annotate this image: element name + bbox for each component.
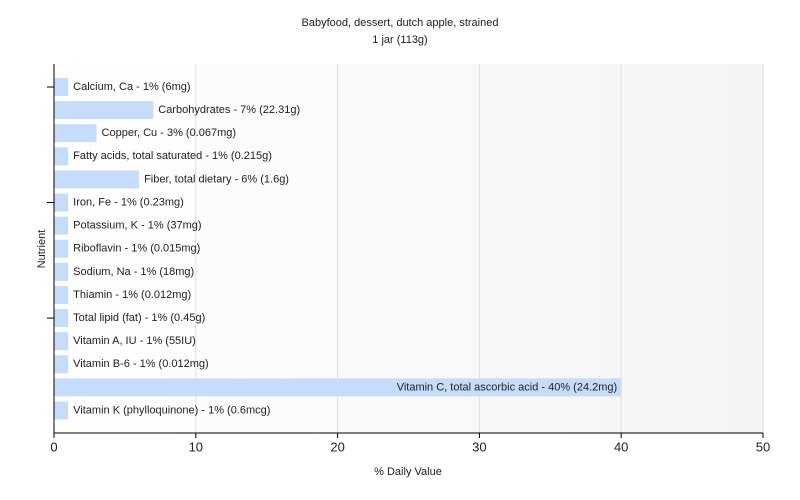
bar-label: Fatty acids, total saturated - 1% (0.215… (73, 150, 272, 162)
x-axis-label: % Daily Value (374, 466, 442, 478)
bar (54, 101, 154, 120)
bar (54, 124, 97, 143)
x-tick-label: 10 (189, 439, 203, 454)
bar (54, 332, 69, 351)
bar (54, 309, 69, 328)
y-axis-label: Nutrient (36, 230, 48, 269)
bar (54, 193, 69, 212)
bar-label: Copper, Cu - 3% (0.067mg) (102, 127, 237, 139)
x-tick-label: 0 (50, 439, 57, 454)
bar-label: Sodium, Na - 1% (18mg) (73, 266, 194, 278)
bar (54, 239, 69, 258)
bar-label: Vitamin B-6 - 1% (0.012mg) (73, 358, 209, 370)
bar (54, 285, 69, 304)
bar (54, 355, 69, 374)
bar (54, 401, 69, 420)
bar (54, 147, 69, 166)
x-tick-label: 30 (472, 439, 486, 454)
bar-label: Total lipid (fat) - 1% (0.45g) (73, 312, 205, 324)
x-tick-label: 20 (330, 439, 344, 454)
bar (54, 378, 622, 397)
bar-label: Potassium, K - 1% (37mg) (73, 220, 201, 232)
x-tick-label: 40 (614, 439, 628, 454)
chart-subtitle: 1 jar (113g) (372, 34, 427, 46)
bar (54, 170, 140, 189)
bar-label: Fiber, total dietary - 6% (1.6g) (144, 173, 289, 185)
bar-label: Vitamin C, total ascorbic acid - 40% (24… (397, 381, 618, 393)
bar-label: Thiamin - 1% (0.012mg) (73, 289, 191, 301)
plot-background (54, 64, 763, 434)
bar-label: Vitamin K (phylloquinone) - 1% (0.6mcg) (73, 404, 270, 416)
bar (54, 262, 69, 281)
bar-label: Carbohydrates - 7% (22.31g) (158, 104, 300, 116)
bar-label: Vitamin A, IU - 1% (55IU) (73, 335, 196, 347)
bar-label: Iron, Fe - 1% (0.23mg) (73, 196, 184, 208)
bar (54, 216, 69, 235)
bar (54, 78, 69, 96)
chart-title: Babyfood, dessert, dutch apple, strained (302, 17, 499, 29)
bar-label: Calcium, Ca - 1% (6mg) (73, 81, 190, 93)
x-tick-label: 50 (756, 439, 770, 454)
bar-label: Riboflavin - 1% (0.015mg) (73, 243, 200, 255)
